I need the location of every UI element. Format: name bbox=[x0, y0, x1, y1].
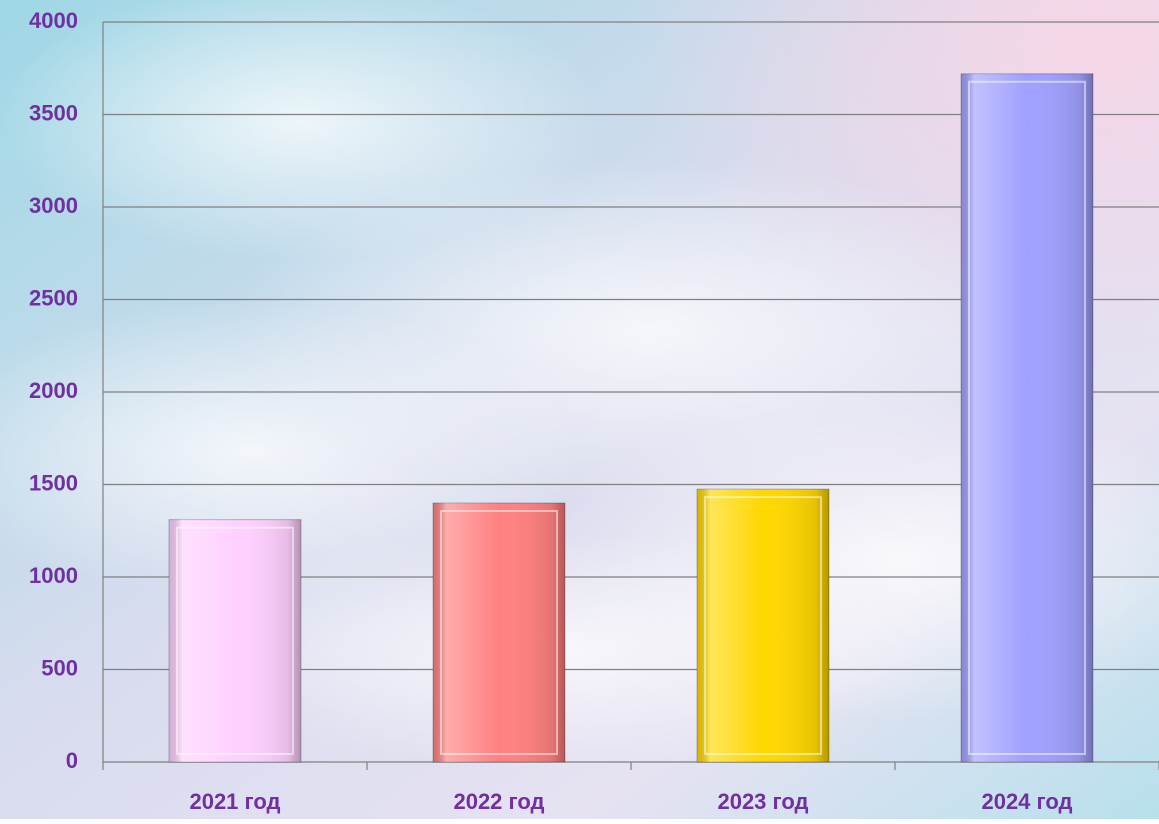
y-tick-label: 1500 bbox=[29, 470, 78, 495]
x-tick-label: 2022 год bbox=[453, 789, 544, 814]
bar-bevel bbox=[176, 526, 294, 756]
y-tick-label: 1000 bbox=[29, 563, 78, 588]
bar-shine bbox=[697, 489, 829, 762]
bar-bevel bbox=[704, 496, 822, 755]
bar-shine bbox=[961, 73, 1093, 763]
y-tick-label: 2500 bbox=[29, 285, 78, 310]
y-tick-label: 3000 bbox=[29, 193, 78, 218]
x-tick-label: 2021 год bbox=[189, 789, 280, 814]
y-tick-label: 3500 bbox=[29, 100, 78, 125]
bar-bevel bbox=[440, 510, 558, 755]
x-tick-label: 2024 год bbox=[981, 789, 1072, 814]
y-tick-label: 0 bbox=[66, 748, 78, 773]
y-tick-label: 2000 bbox=[29, 378, 78, 403]
bar-bevel bbox=[968, 80, 1086, 756]
y-tick-label: 4000 bbox=[29, 8, 78, 33]
bar-shine bbox=[433, 503, 565, 762]
y-tick-label: 500 bbox=[41, 655, 78, 680]
bar-shine bbox=[169, 519, 301, 762]
x-tick-label: 2023 год bbox=[717, 789, 808, 814]
